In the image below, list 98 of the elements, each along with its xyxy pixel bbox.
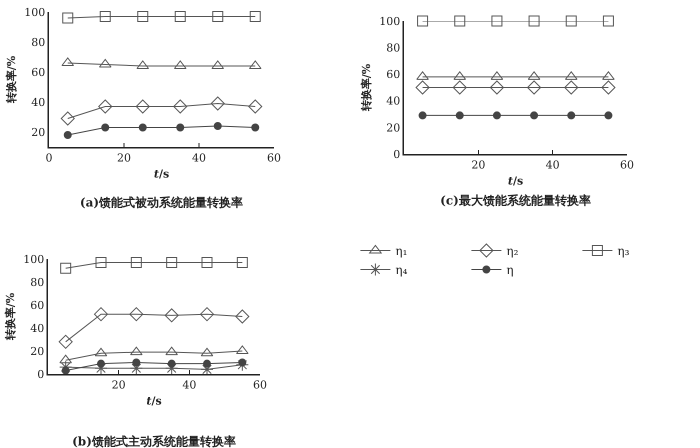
point: [129, 307, 144, 322]
point: [564, 80, 578, 94]
point: [174, 11, 186, 22]
point: [62, 12, 74, 24]
point: [200, 307, 214, 322]
y-tick-label: 80: [31, 36, 46, 49]
point: [58, 334, 73, 349]
point: [417, 16, 428, 26]
x-tick-label: 20: [117, 152, 131, 165]
point: [491, 16, 502, 26]
point: [130, 362, 143, 375]
text: (a)馈能式被动系统能量转换率: [80, 195, 244, 210]
x-tick-label: 20: [471, 158, 486, 172]
point: [456, 111, 464, 120]
y-tick-label: 80: [386, 41, 400, 54]
y-tick-label: 20: [386, 121, 400, 134]
point: [64, 131, 72, 139]
y-tick-label: 60: [31, 66, 46, 79]
point: [604, 111, 612, 120]
x-axis-title: t/s: [146, 394, 162, 408]
x-axis-title: t/s: [508, 174, 524, 188]
point: [101, 124, 110, 132]
point: [235, 310, 250, 324]
point: [132, 358, 140, 366]
point: [210, 96, 225, 110]
x-tick-label: 40: [192, 152, 206, 165]
y-tick-label: 80: [30, 276, 44, 289]
point: [176, 124, 184, 132]
text: (b)馈能式主动系统能量转换率: [72, 434, 236, 448]
point: [236, 358, 249, 372]
y-tick-label: 20: [31, 126, 46, 139]
point: [138, 124, 147, 132]
point: [164, 308, 179, 322]
point: [98, 100, 112, 114]
point: [492, 111, 501, 120]
point: [94, 362, 108, 375]
point: [94, 307, 108, 322]
point: [248, 100, 262, 114]
point: [137, 11, 148, 22]
point: [602, 16, 614, 26]
legend-label: η₄: [395, 263, 408, 278]
point: [60, 262, 72, 274]
y-tick-label: 100: [24, 6, 46, 19]
point: [173, 100, 188, 114]
x-tick-label: 60: [253, 378, 267, 392]
point: [236, 256, 248, 268]
text: (c)最大馈能系统能量转换率: [440, 193, 591, 208]
point: [136, 100, 150, 114]
point: [452, 80, 467, 94]
point: [130, 256, 142, 268]
point: [62, 366, 70, 375]
point: [527, 80, 542, 94]
x-tick-label: 60: [267, 152, 281, 165]
legend-label: η₂: [506, 244, 519, 258]
point: [601, 80, 616, 94]
point: [200, 362, 214, 376]
y-tick-label: 20: [30, 344, 44, 358]
y-axis-title: 转换率/%: [360, 63, 374, 112]
y-tick-label: 60: [386, 68, 400, 82]
point: [250, 11, 261, 22]
y-axis-title: 转换率/%: [4, 292, 18, 342]
x-tick-label: 40: [546, 158, 560, 172]
x-axis-title: t/s: [154, 168, 170, 181]
point: [566, 16, 577, 26]
y-tick-label: 100: [23, 252, 44, 266]
point: [168, 360, 176, 368]
legend-label: η₁: [395, 244, 408, 258]
point: [530, 111, 538, 120]
point: [96, 256, 106, 268]
point: [60, 112, 75, 126]
point: [528, 16, 540, 26]
point: [416, 80, 430, 94]
y-tick-label: 0: [37, 368, 44, 381]
point: [214, 122, 222, 130]
point: [238, 358, 246, 366]
point: [454, 16, 466, 26]
x-tick-label: 20: [112, 378, 126, 392]
y-tick-label: 40: [386, 94, 400, 108]
x-tick-label: 60: [620, 158, 634, 172]
point: [202, 256, 212, 268]
legend-label: η: [506, 263, 514, 278]
point: [490, 80, 504, 94]
y-tick-label: 100: [379, 14, 400, 28]
point: [100, 11, 111, 22]
point: [203, 360, 211, 368]
y-tick-label: 40: [31, 96, 46, 109]
legend-label: η₃: [617, 244, 630, 258]
x-tick-label: 40: [182, 378, 196, 392]
point: [418, 111, 427, 120]
point: [97, 360, 105, 368]
point: [59, 360, 72, 374]
point: [251, 124, 260, 132]
point: [212, 11, 224, 22]
point: [567, 111, 576, 120]
point: [166, 256, 178, 268]
y-axis-title: 转换率/%: [5, 55, 18, 104]
y-tick-label: 40: [30, 322, 44, 335]
y-tick-label: 60: [30, 298, 44, 312]
